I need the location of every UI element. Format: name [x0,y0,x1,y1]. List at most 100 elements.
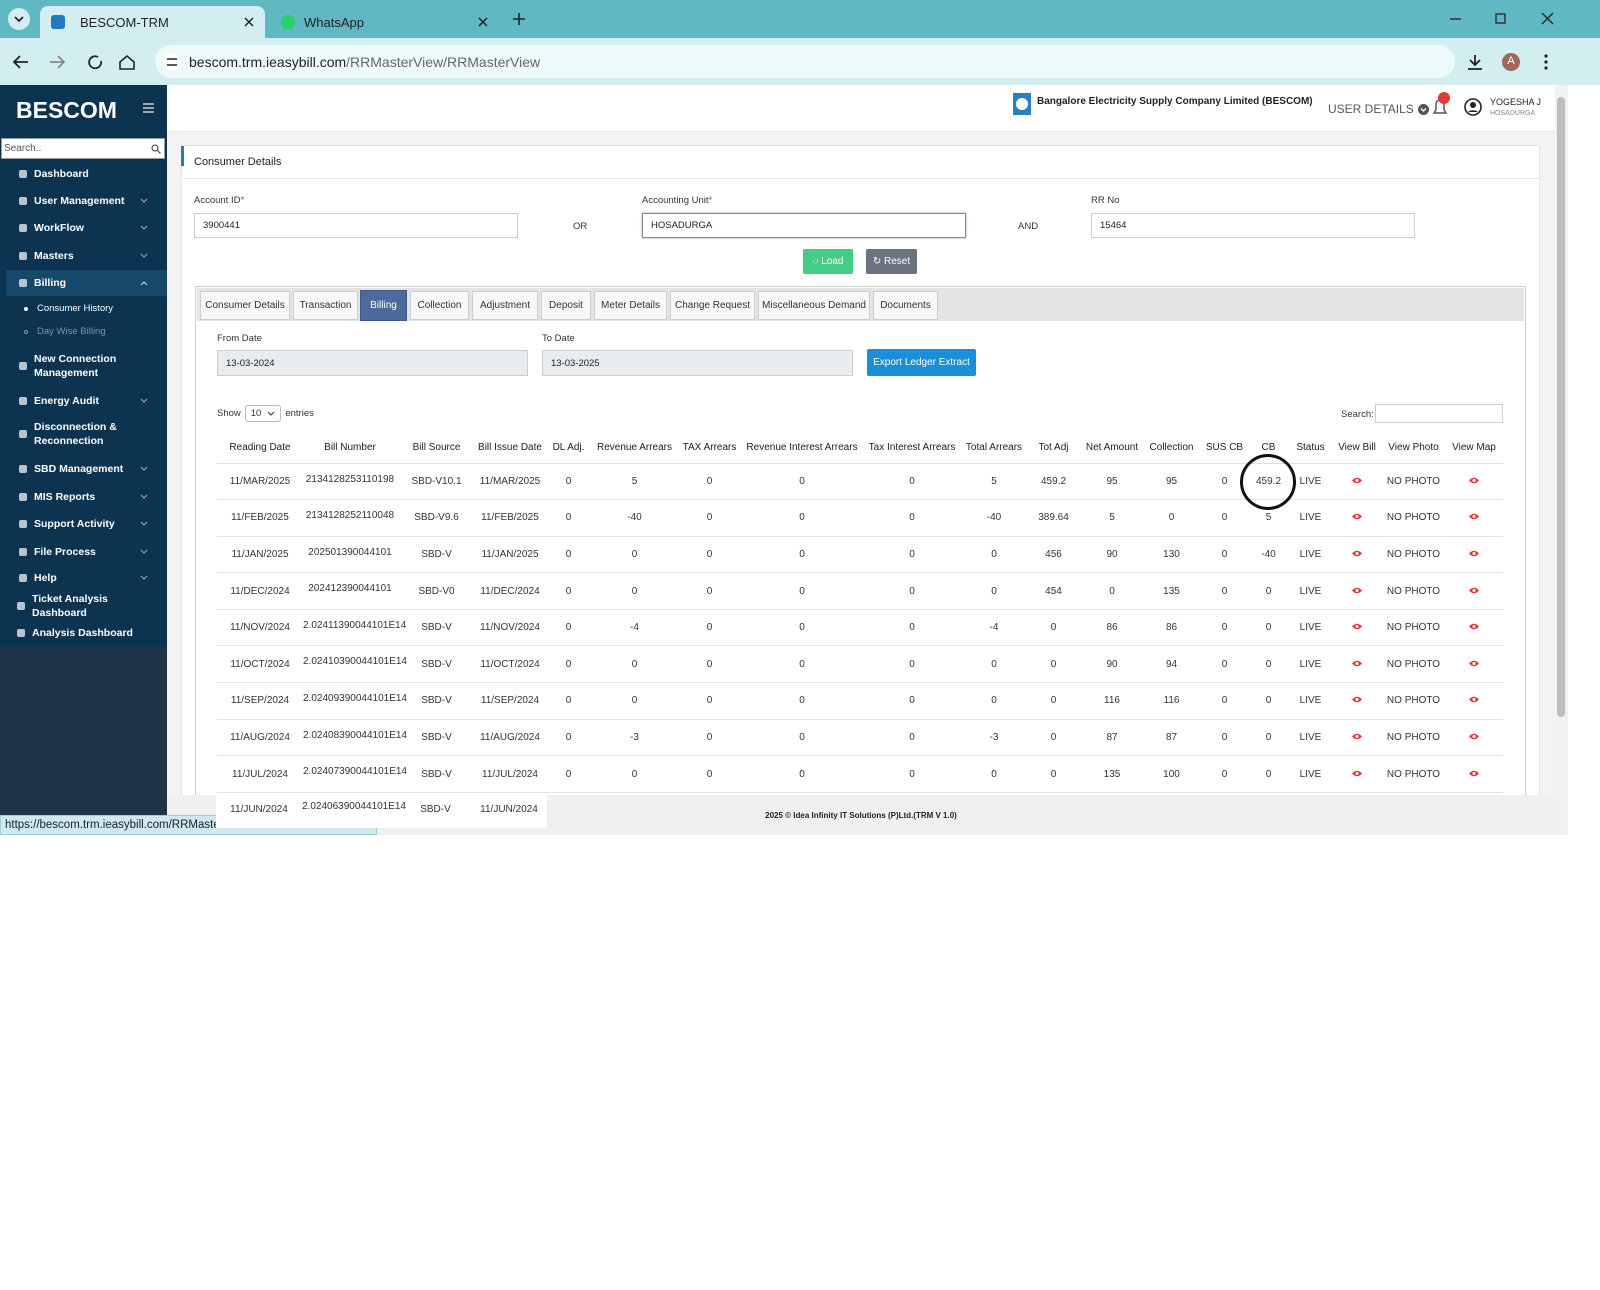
view-icon[interactable] [1352,550,1362,557]
view-icon[interactable] [1352,513,1362,520]
table-cell: SBD-V [420,804,451,815]
menu-label: User Management [34,195,125,207]
user-details[interactable]: USER DETAILS [1328,102,1429,116]
account-id-input[interactable]: 3900441 [194,213,518,238]
panel-tab[interactable]: Change Request [670,291,755,320]
panel-tab[interactable]: Consumer Details [200,291,290,320]
menu-item[interactable]: Disconnection & Reconnection [0,420,167,448]
panel-tab[interactable]: Billing [360,290,407,321]
table-cell: 11/MAR/2025 [217,463,303,501]
nav-buttons[interactable] [12,53,142,71]
search-input[interactable]: Search.. [1,138,165,159]
user-location: HOSADURGA [1490,110,1536,117]
view-icon[interactable] [1469,770,1479,777]
search-icon [151,144,161,154]
submenu-item[interactable]: Consumer History [24,303,113,314]
panel-tab[interactable]: Deposit [541,291,591,320]
menu-item[interactable]: Help [0,564,167,592]
menu-toggle[interactable] [143,103,154,113]
menu-item[interactable]: Dashboard [0,160,167,188]
table-cell: 0 [1142,499,1201,537]
view-icon[interactable] [1469,513,1479,520]
table-cell: NO PHOTO [1382,755,1445,793]
view-icon[interactable] [1469,477,1479,484]
table-cell: 11/JAN/2025 [217,536,303,574]
menu-item[interactable]: WorkFlow [0,214,167,242]
panel-tab[interactable]: Transaction [293,291,358,320]
table-cell: 0 [743,645,861,684]
menu-item[interactable]: Ticket Analysis Dashboard [0,592,167,620]
menu-item[interactable]: New Connection Management [0,352,167,380]
menu-item[interactable]: Billing [0,269,167,297]
chevron [140,521,148,526]
label-text: Accounting Unit [642,195,709,206]
menu-item[interactable]: Masters [0,242,167,270]
view-icon[interactable] [1469,623,1479,630]
column-header: DL Adj. [544,433,593,464]
panel-title: Consumer Details [194,156,282,168]
tab-active[interactable]: BESCOM-TRM [40,6,265,38]
notifications[interactable] [1431,91,1451,119]
menu-item[interactable]: File Process [0,538,167,566]
menu-item[interactable]: User Management [0,187,167,215]
table-cell: -4 [963,609,1025,647]
site-info[interactable] [163,53,181,71]
table-cell: 202501390044101 [303,536,397,574]
table-search[interactable] [1375,404,1503,423]
menu-item[interactable]: Energy Audit [0,387,167,415]
view-icon[interactable] [1352,660,1362,667]
tab[interactable]: WhatsApp [280,6,495,38]
export-button[interactable]: Export Ledger Extract [867,349,976,376]
table-cell: SBD-V10.1 [397,463,476,501]
table-cell: 0 [861,719,963,757]
table-cell: 0 [593,682,676,720]
panel-tab[interactable]: Documents [873,291,938,320]
view-icon[interactable] [1352,477,1362,484]
scrollbar[interactable] [1555,85,1568,835]
tab-close[interactable] [243,16,255,28]
view-icon[interactable] [1352,696,1362,703]
table-cell: -40 [593,499,676,537]
menu-item[interactable]: MIS Reports [0,483,167,511]
view-icon[interactable] [1469,550,1479,557]
panel-tab[interactable]: Miscellaneous Demand [758,291,870,320]
table-cell: 0 [593,755,676,793]
accounting-unit-select[interactable]: HOSADURGA [642,213,966,238]
menu-item[interactable]: Support Activity [0,510,167,538]
view-icon[interactable] [1352,733,1362,740]
active-menu-bg [6,270,167,296]
panel-tab[interactable]: Adjustment [472,291,538,320]
from-date-input[interactable]: 13-03-2024 [217,350,528,376]
scroll-thumb[interactable] [1557,97,1565,717]
view-icon[interactable] [1469,587,1479,594]
reset-button[interactable]: ↻ Reset [866,249,917,274]
table-row: 11/AUG/2024 2.02408390044101E14 SBD-V 11/AU… [217,719,1503,757]
menu-item[interactable]: Analysis Dashboard [0,619,167,647]
to-date-input[interactable]: 13-03-2025 [542,350,853,376]
view-icon[interactable] [1469,660,1479,667]
address-bar[interactable]: bescom.trm.ieasybill.com/RRMasterView/RR… [155,45,1455,78]
load-button[interactable]: ◌ Load [803,249,853,274]
menu-item[interactable]: SBD Management [0,455,167,483]
view-icon[interactable] [1469,733,1479,740]
menu-label: MIS Reports [34,491,96,503]
view-icon[interactable] [1352,623,1362,630]
entries-label: entries [285,408,314,419]
panel-tab[interactable]: Meter Details [594,291,667,320]
table-cell: 454 [1025,572,1082,610]
new-tab[interactable] [512,12,526,26]
table-cell: 0 [544,463,593,501]
view-icon[interactable] [1352,587,1362,594]
panel-tab[interactable]: Collection [410,291,469,320]
view-icon[interactable] [1469,696,1479,703]
chevron [140,466,148,471]
view-icon[interactable] [1352,770,1362,777]
window-controls[interactable] [1448,12,1588,26]
menu-icon [19,548,27,556]
tab-search[interactable] [8,8,30,30]
table-cell: 0 [1248,719,1289,757]
tab-close[interactable] [477,16,489,28]
rr-no-input[interactable]: 15464 [1091,213,1415,238]
submenu-item[interactable]: Day Wise Billing [24,326,106,337]
entries-select[interactable]: 10 [244,405,282,422]
